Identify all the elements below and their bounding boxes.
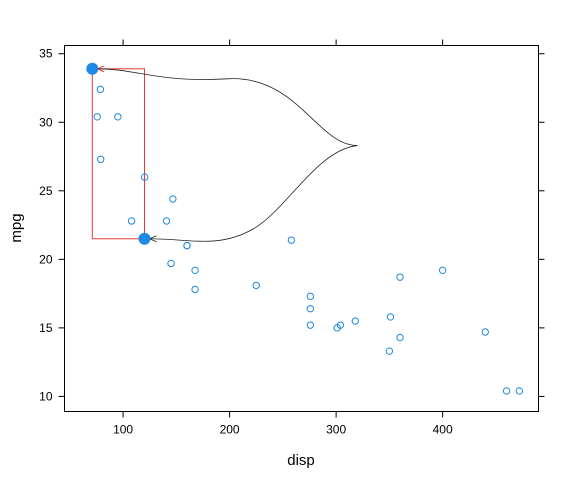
selection-annotation: [91, 65, 358, 243]
data-point: [287, 236, 296, 244]
data-point: [396, 333, 404, 342]
data-point: [127, 217, 136, 225]
y-tick-label: 20: [39, 252, 53, 266]
data-point: [385, 347, 394, 355]
selection-box: [91, 68, 145, 240]
connector-curve-top: [97, 68, 358, 146]
y-tick-label: 10: [39, 389, 53, 403]
data-point: [306, 321, 315, 329]
highlighted-point: [86, 62, 99, 75]
data-point: [183, 241, 191, 250]
y-axis-title: mpg: [8, 213, 25, 242]
data-point: [515, 387, 524, 395]
connector-curve-bottom: [149, 145, 358, 242]
x-tick-label: 200: [220, 423, 240, 437]
data-point: [386, 313, 395, 321]
plot-panel: [64, 45, 539, 412]
data-point: [336, 321, 345, 329]
data-point: [114, 113, 122, 121]
y-tick-label: 30: [39, 115, 53, 129]
axis-ticks: [58, 39, 545, 418]
data-point: [191, 285, 199, 294]
data-point: [191, 266, 199, 275]
y-tick-label: 25: [39, 184, 53, 198]
data-point: [396, 273, 404, 281]
data-point: [169, 195, 177, 203]
x-tick-label: 300: [326, 423, 346, 437]
x-axis-title: disp: [287, 452, 315, 469]
data-point: [167, 259, 175, 268]
data-point: [96, 85, 105, 94]
data-point: [252, 281, 260, 290]
data-point: [502, 387, 511, 395]
connector-arrowhead-bottom: [149, 235, 157, 243]
data-point: [481, 328, 489, 336]
data-point: [306, 292, 315, 301]
data-point: [97, 155, 105, 163]
data-points: [88, 65, 524, 395]
x-tick-label: 400: [433, 423, 453, 437]
highlighted-point: [138, 232, 151, 245]
y-tick-label: 35: [39, 47, 53, 61]
data-point: [141, 173, 149, 181]
connector-arrowhead-top: [97, 65, 105, 73]
x-tick-label: 100: [113, 423, 133, 437]
axis-tick-labels: 100 200 300 400 10 15 20 25 30 35: [39, 47, 453, 437]
data-point: [438, 266, 447, 275]
data-point: [306, 304, 315, 313]
data-point: [93, 113, 101, 121]
highlighted-points: [86, 62, 151, 245]
data-point: [162, 217, 171, 225]
data-point: [351, 317, 359, 325]
y-tick-label: 15: [39, 321, 53, 335]
